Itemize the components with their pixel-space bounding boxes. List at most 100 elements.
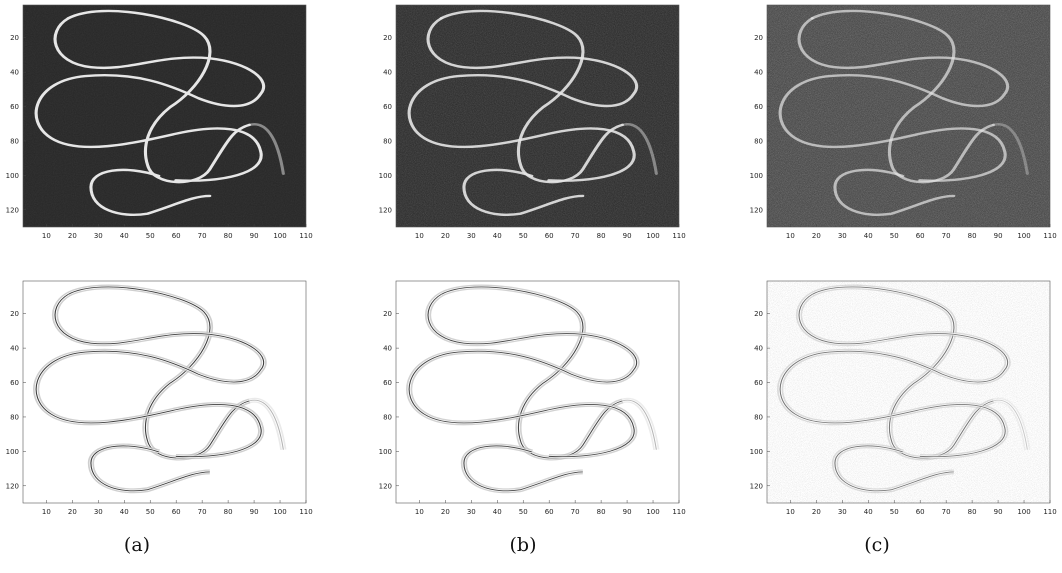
curve-edge bbox=[779, 293, 1009, 458]
curve-edge bbox=[440, 286, 623, 459]
x-tick-label: 60 bbox=[545, 232, 554, 240]
curve-segment bbox=[810, 9, 995, 184]
x-tick-label: 110 bbox=[672, 232, 685, 240]
curve-edge bbox=[811, 286, 994, 459]
curve bbox=[33, 284, 287, 494]
y-tick-label: 100 bbox=[6, 448, 19, 456]
curve bbox=[406, 284, 660, 494]
y-tick-label: 20 bbox=[754, 34, 763, 42]
y-tick-label: 80 bbox=[10, 413, 19, 421]
x-tick-label: 40 bbox=[493, 232, 502, 240]
x-tick-label: 10 bbox=[786, 508, 795, 516]
y-tick-label: 60 bbox=[754, 379, 763, 387]
x-tick-label: 80 bbox=[597, 232, 606, 240]
y-tick-label: 120 bbox=[379, 206, 392, 214]
caption-a: (a) bbox=[123, 534, 151, 556]
x-tick-label: 110 bbox=[672, 508, 685, 516]
x-tick-label: 70 bbox=[571, 508, 580, 516]
x-tick-label: 30 bbox=[838, 508, 847, 516]
x-tick-label: 50 bbox=[146, 508, 155, 516]
x-tick-label: 10 bbox=[42, 508, 51, 516]
y-tick-label: 120 bbox=[379, 482, 392, 490]
curve-edge bbox=[463, 445, 583, 492]
x-tick-label: 80 bbox=[968, 508, 977, 516]
curve-segment bbox=[833, 168, 956, 216]
y-tick-label: 60 bbox=[383, 103, 392, 111]
y-tick-label: 120 bbox=[6, 206, 19, 214]
x-tick-label: 110 bbox=[1043, 232, 1056, 240]
image-noise bbox=[396, 5, 679, 227]
y-tick-label: 100 bbox=[6, 172, 19, 180]
axes-frame bbox=[395, 4, 680, 228]
y-tick-label: 60 bbox=[383, 379, 392, 387]
x-tick-label: 90 bbox=[994, 508, 1003, 516]
curve-edge bbox=[993, 399, 1028, 450]
y-tick-label: 40 bbox=[754, 345, 763, 353]
x-tick-label: 60 bbox=[172, 508, 181, 516]
y-tick-label: 20 bbox=[10, 310, 19, 318]
y-tick-label: 120 bbox=[6, 482, 19, 490]
curve-core bbox=[621, 399, 658, 450]
x-tick-label: 20 bbox=[68, 508, 77, 516]
curve bbox=[34, 9, 285, 216]
x-tick-label: 10 bbox=[786, 232, 795, 240]
x-tick-label: 70 bbox=[942, 232, 951, 240]
curve-edge bbox=[834, 445, 954, 492]
y-tick-label: 80 bbox=[10, 137, 19, 145]
x-tick-label: 30 bbox=[467, 508, 476, 516]
noisy-image-panel-c: 10 20 30 40 50 60 70 80 90 100 110 20 40 60 80 100 120 bbox=[750, 4, 1057, 240]
x-tick-label: 40 bbox=[864, 508, 873, 516]
y-tick-label: 60 bbox=[10, 379, 19, 387]
curve-segment bbox=[89, 168, 212, 216]
axes-frame bbox=[395, 280, 680, 504]
caption-c: (c) bbox=[864, 534, 890, 556]
y-tick-label: 40 bbox=[10, 69, 19, 77]
y-tick-label: 40 bbox=[383, 69, 392, 77]
curve-segment bbox=[34, 17, 266, 182]
x-tick-label: 60 bbox=[916, 508, 925, 516]
curve-edge bbox=[622, 399, 657, 450]
x-tick-label: 30 bbox=[94, 508, 103, 516]
x-tick-label: 20 bbox=[812, 508, 821, 516]
x-tick-label: 20 bbox=[441, 508, 450, 516]
image-noise bbox=[767, 5, 1050, 227]
x-tick-label: 100 bbox=[646, 232, 659, 240]
x-tick-label: 70 bbox=[942, 508, 951, 516]
x-tick-label: 50 bbox=[890, 232, 899, 240]
response-map-panel-b: 10 20 30 40 50 60 70 80 90 100 110 20 40 60 80 100 120 bbox=[379, 280, 686, 516]
x-tick-label: 40 bbox=[864, 232, 873, 240]
x-tick-label: 100 bbox=[646, 508, 659, 516]
x-tick-label: 40 bbox=[120, 232, 129, 240]
y-tick-label: 80 bbox=[754, 137, 763, 145]
curve-segment bbox=[247, 123, 285, 175]
x-tick-label: 50 bbox=[146, 232, 155, 240]
caption-b: (b) bbox=[509, 534, 537, 556]
curve bbox=[407, 9, 658, 216]
x-tick-label: 30 bbox=[94, 232, 103, 240]
curve-edge bbox=[249, 399, 284, 450]
curve-segment bbox=[620, 123, 658, 175]
x-tick-label: 70 bbox=[198, 232, 207, 240]
y-tick-label: 40 bbox=[10, 345, 19, 353]
y-tick-label: 80 bbox=[383, 413, 392, 421]
x-tick-label: 100 bbox=[1017, 508, 1030, 516]
image-noise bbox=[767, 281, 1050, 503]
x-tick-label: 90 bbox=[994, 232, 1003, 240]
y-tick-label: 20 bbox=[10, 34, 19, 42]
x-tick-label: 20 bbox=[68, 232, 77, 240]
axes-frame bbox=[22, 280, 307, 504]
noisy-image-panel-b: 10 20 30 40 50 60 70 80 90 100 110 20 40 60 80 100 120 bbox=[379, 4, 686, 240]
y-tick-label: 60 bbox=[754, 103, 763, 111]
curve-segment bbox=[407, 17, 639, 182]
x-tick-label: 30 bbox=[838, 232, 847, 240]
y-tick-label: 40 bbox=[383, 345, 392, 353]
x-tick-label: 90 bbox=[623, 232, 632, 240]
x-tick-label: 90 bbox=[623, 508, 632, 516]
x-tick-label: 30 bbox=[467, 232, 476, 240]
curve bbox=[778, 9, 1029, 216]
x-tick-label: 10 bbox=[415, 508, 424, 516]
noisy-image-panel-a: 10 20 30 40 50 60 70 80 90 100 110 20 40 60 80 100 120 bbox=[6, 4, 313, 240]
y-tick-label: 20 bbox=[383, 34, 392, 42]
x-tick-label: 80 bbox=[968, 232, 977, 240]
